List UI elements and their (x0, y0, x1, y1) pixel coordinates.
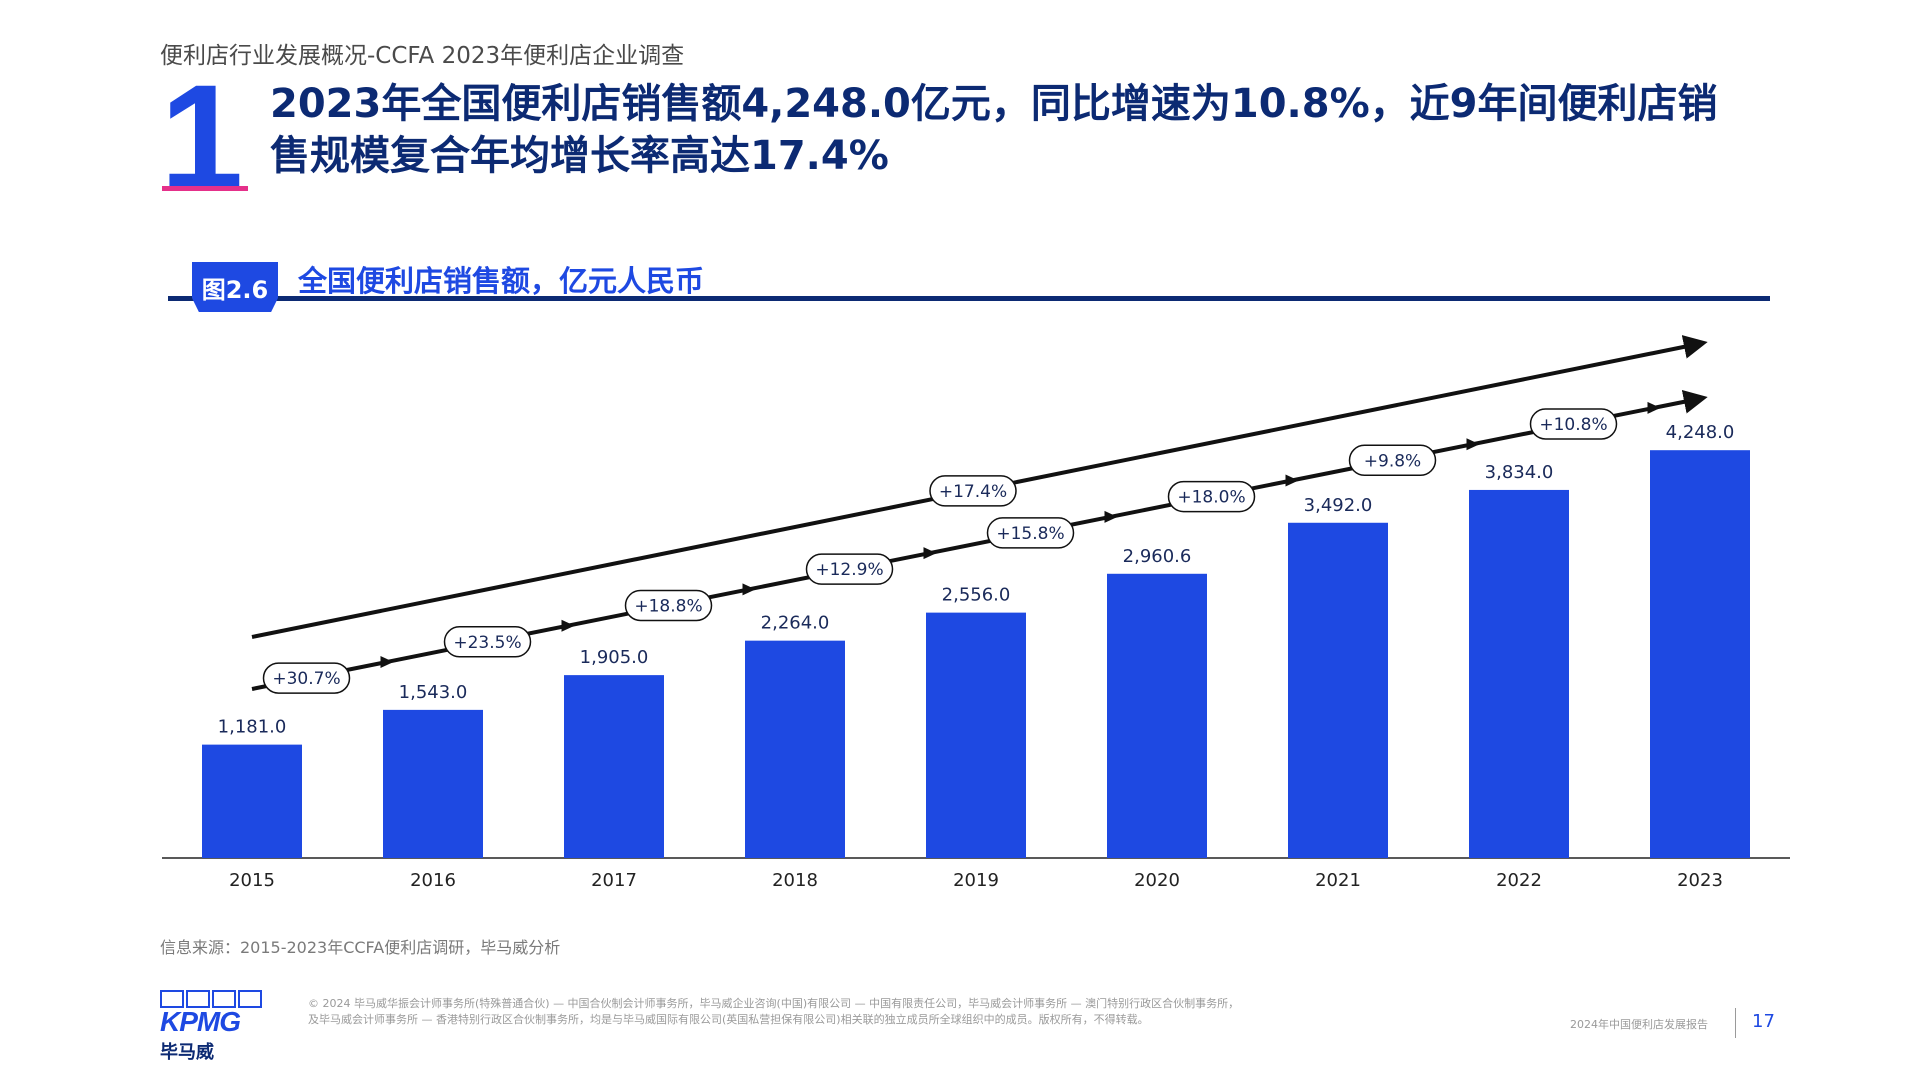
x-tick-label-2020: 2020 (1134, 870, 1180, 891)
bar-2016 (383, 709, 483, 858)
cagr-pill-text: +17.4% (939, 482, 1007, 502)
legal-disclaimer: © 2024 毕马威华振会计师事务所(特殊普通合伙) — 中国合伙制会计师事务所… (308, 996, 1348, 1028)
growth-pill-2019-text: +12.9% (815, 560, 883, 580)
growth-pill-2017-frame (443, 626, 532, 658)
x-tick-label-2018: 2018 (772, 870, 818, 891)
growth-chevron-2016 (380, 656, 394, 669)
disclaimer-line-1: © 2024 毕马威华振会计师事务所(特殊普通合伙) — 中国合伙制会计师事务所… (308, 997, 1240, 1010)
growth-pill-2022-frame (1348, 444, 1437, 477)
x-tick-label-2016: 2016 (410, 870, 456, 891)
growth-chevron-2017 (561, 619, 575, 632)
disclaimer-line-2: 及毕马威会计师事务所 — 香港特别行政区合伙制事务所，均是与毕马威国际有限公司(… (308, 1013, 1149, 1026)
section-number-underline (162, 186, 248, 191)
kpmg-logo-cn: 毕马威 (160, 1042, 214, 1063)
growth-chevron-2021 (1285, 474, 1299, 487)
x-tick-label-2022: 2022 (1496, 870, 1542, 891)
x-tick-label-2023: 2023 (1677, 870, 1723, 891)
growth-chevron-2022 (1466, 438, 1480, 451)
growth-pill-2021-text: +18.0% (1177, 488, 1245, 508)
bar-2017 (564, 675, 664, 858)
growth-chevron-2019 (923, 547, 937, 560)
bar-2023 (1650, 450, 1750, 858)
value-label-2015: 1,181.0 (218, 717, 287, 738)
bar-2015 (202, 744, 302, 858)
growth-pill-2019: +12.9% (805, 553, 894, 585)
headline-line-2: 售规模复合年均增长率高达17.4% (270, 133, 889, 179)
value-label-2020: 2,960.6 (1123, 546, 1192, 567)
kpmg-logo: KPMG 毕马威 (160, 990, 262, 1064)
growth-pill-2022-text: +9.8% (1364, 451, 1421, 471)
source-note: 信息来源：2015-2023年CCFA便利店调研，毕马威分析 (160, 938, 561, 957)
kpmg-logo-boxes (160, 990, 262, 1008)
value-label-2022: 3,834.0 (1485, 462, 1554, 483)
bar-2022 (1469, 489, 1569, 858)
section-title: 便利店行业发展概况-CCFA 2023年便利店企业调查 (160, 43, 685, 69)
growth-pill-2017-text: +23.5% (453, 633, 521, 653)
value-label-2021: 3,492.0 (1304, 495, 1373, 516)
x-tick-label-2021: 2021 (1315, 870, 1361, 891)
growth-pill-2018-text: +18.8% (634, 596, 702, 616)
growth-pill-2020-text: +15.8% (996, 524, 1064, 544)
cagr-pill: +17.4% (929, 475, 1017, 507)
figure-title: 全国便利店销售额，亿元人民币 (298, 264, 705, 298)
footer-separator (1735, 1008, 1736, 1038)
x-tick-label-2017: 2017 (591, 870, 637, 891)
value-label-2016: 1,543.0 (399, 682, 468, 703)
x-tick-label-2019: 2019 (953, 870, 999, 891)
growth-pill-2016: +30.7% (262, 662, 351, 694)
bar-2018 (745, 640, 845, 858)
bar-2019 (926, 612, 1026, 858)
growth-pill-2021: +18.0% (1167, 480, 1256, 513)
report-name: 2024年中国便利店发展报告 (1570, 1018, 1708, 1031)
growth-pill-2020-frame (986, 517, 1075, 549)
bar-2021 (1288, 522, 1388, 858)
growth-pill-2019-frame (805, 553, 894, 585)
figure-badge: 图2.6 (192, 262, 278, 312)
cagr-pill-frame (929, 475, 1017, 507)
growth-chevron-2020 (1104, 510, 1118, 523)
growth-pill-2021-frame (1167, 480, 1256, 513)
figure-title-rule (168, 296, 1770, 301)
growth-pill-2020: +15.8% (986, 517, 1075, 549)
growth-pill-2018-frame (624, 589, 713, 622)
value-label-2018: 2,264.0 (761, 613, 830, 634)
growth-pill-2023-frame (1529, 408, 1618, 440)
value-label-2023: 4,248.0 (1666, 422, 1735, 443)
x-tick-label-2015: 2015 (229, 870, 275, 891)
value-label-2019: 2,556.0 (942, 585, 1011, 606)
headline-line-1: 2023年全国便利店销售额4,248.0亿元，同比增速为10.8%，近9年间便利… (270, 81, 1718, 127)
kpmg-logo-text: KPMG (160, 1006, 241, 1037)
page-number: 17 (1752, 1011, 1775, 1032)
growth-pill-2022: +9.8% (1348, 444, 1437, 477)
growth-chevron-2023 (1647, 401, 1661, 414)
growth-pill-2017: +23.5% (443, 626, 532, 658)
growth-pill-2023-text: +10.8% (1539, 415, 1607, 435)
growth-pill-2016-frame (262, 662, 351, 694)
page-headline: 2023年全国便利店销售额4,248.0亿元，同比增速为10.8%，近9年间便利… (270, 78, 1810, 182)
growth-pill-2023: +10.8% (1529, 408, 1618, 440)
growth-pill-2016-text: +30.7% (272, 669, 340, 689)
growth-chevron-2018 (742, 583, 756, 596)
growth-pill-2018: +18.8% (624, 589, 713, 622)
value-label-2017: 1,905.0 (580, 647, 649, 668)
bar-2020 (1107, 573, 1207, 858)
